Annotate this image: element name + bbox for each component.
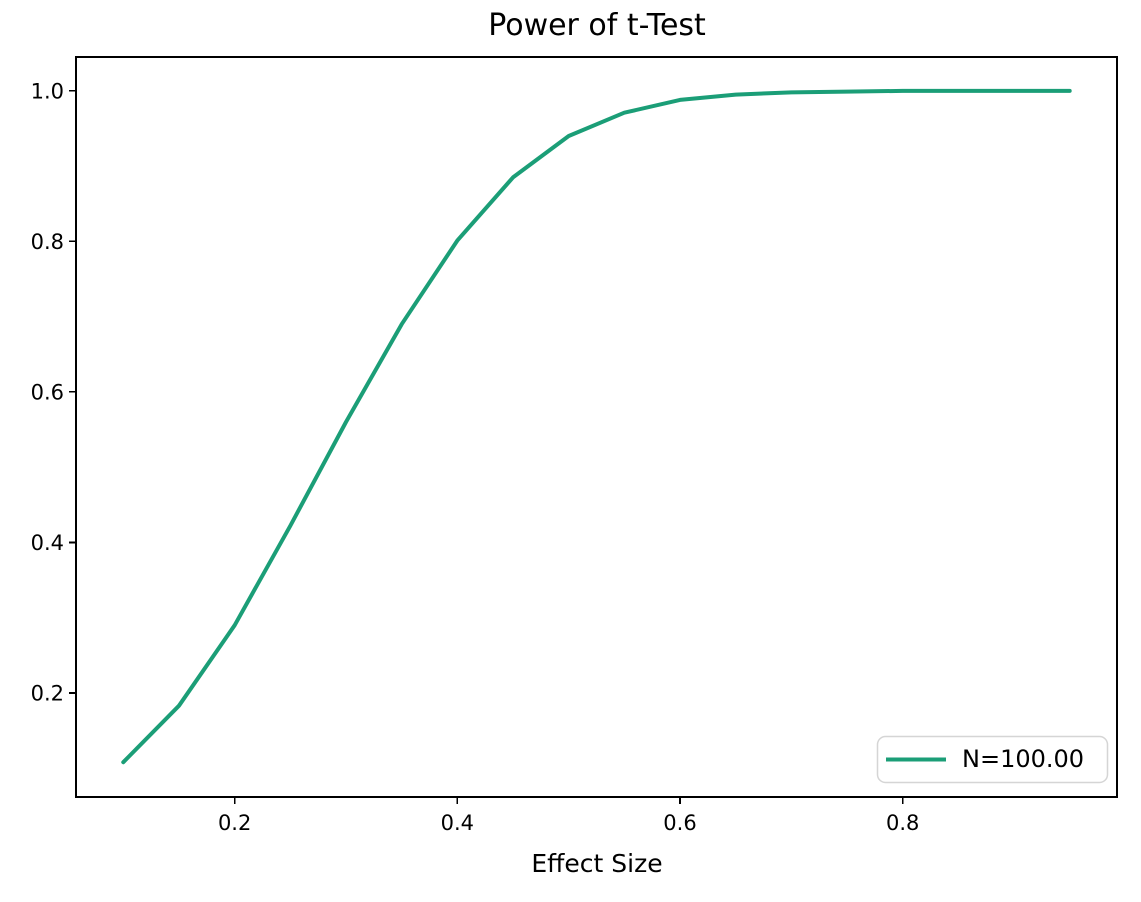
x-axis-label: Effect Size [531, 849, 662, 878]
plot-area-border [75, 56, 1118, 798]
x-tick-label: 0.2 [218, 811, 251, 835]
power-curve-line [121, 88, 1072, 765]
legend-frame [876, 735, 1109, 784]
legend-label: N=100.00 [962, 745, 1084, 773]
y-axis-ticks: 0.2 0.4 0.6 0.8 1.0 [31, 79, 76, 705]
x-tick-label: 0.8 [886, 811, 919, 835]
y-tick-label: 1.0 [31, 79, 64, 103]
y-tick-label: 0.8 [31, 230, 64, 254]
x-axis-ticks: 0.2 0.4 0.6 0.8 [218, 797, 919, 835]
y-tick-label: 0.4 [31, 531, 64, 555]
y-tick-label: 0.6 [31, 380, 64, 404]
x-tick-label: 0.4 [441, 811, 474, 835]
legend: N=100.00 [876, 735, 1109, 784]
chart-title: Power of t-Test [488, 8, 706, 43]
y-tick-label: 0.2 [31, 681, 64, 705]
x-tick-label: 0.6 [663, 811, 696, 835]
